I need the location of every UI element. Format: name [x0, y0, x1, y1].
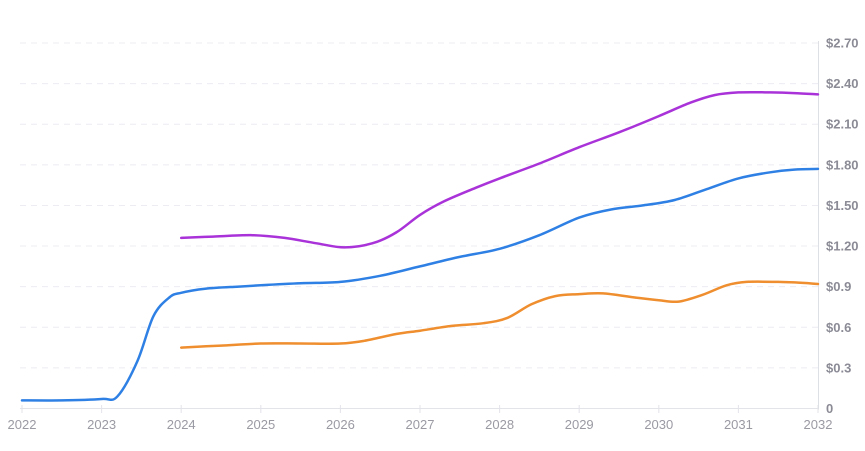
x-axis-label: 2025: [246, 417, 275, 432]
x-axis-label: 2029: [565, 417, 594, 432]
y-axis-label: 0: [826, 401, 833, 416]
y-axis-label: $1.20: [826, 239, 859, 254]
x-axis-labels: 2022 2023 2024 2025 2026 2027 2028 2029 2030 2031…: [8, 417, 833, 432]
series-lines: [20, 90, 820, 402]
gridlines: [20, 42, 818, 409]
series-line-orange: [179, 280, 820, 349]
x-axis-label: 2027: [406, 417, 435, 432]
y-axis-label: $0.6: [826, 320, 851, 335]
x-axis-label: 2030: [644, 417, 673, 432]
y-axis-label: $0.3: [826, 360, 851, 375]
x-axis-label: 2022: [8, 417, 37, 432]
x-axis-label: 2028: [485, 417, 514, 432]
y-axis-labels: 0 $0.3 $0.6 $0.9 $1.20 $1.50 $1.80 $2.10 $2.40 $2…: [826, 36, 859, 417]
x-axis-label: 2031: [724, 417, 753, 432]
series-line-blue: [20, 167, 820, 402]
y-axis-label: $1.50: [826, 198, 859, 213]
y-axis-label: $0.9: [826, 279, 851, 294]
y-axis-label: $2.40: [826, 76, 859, 91]
x-axis-label: 2032: [804, 417, 833, 432]
y-axis-label: $1.80: [826, 157, 859, 172]
series-line-purple: [179, 90, 820, 249]
y-axis-label: $2.10: [826, 117, 859, 132]
x-axis-label: 2023: [87, 417, 116, 432]
x-axis-ticks: [21, 405, 819, 413]
x-axis-label: 2024: [167, 417, 196, 432]
y-axis-label: $2.70: [826, 36, 859, 51]
x-axis-label: 2026: [326, 417, 355, 432]
